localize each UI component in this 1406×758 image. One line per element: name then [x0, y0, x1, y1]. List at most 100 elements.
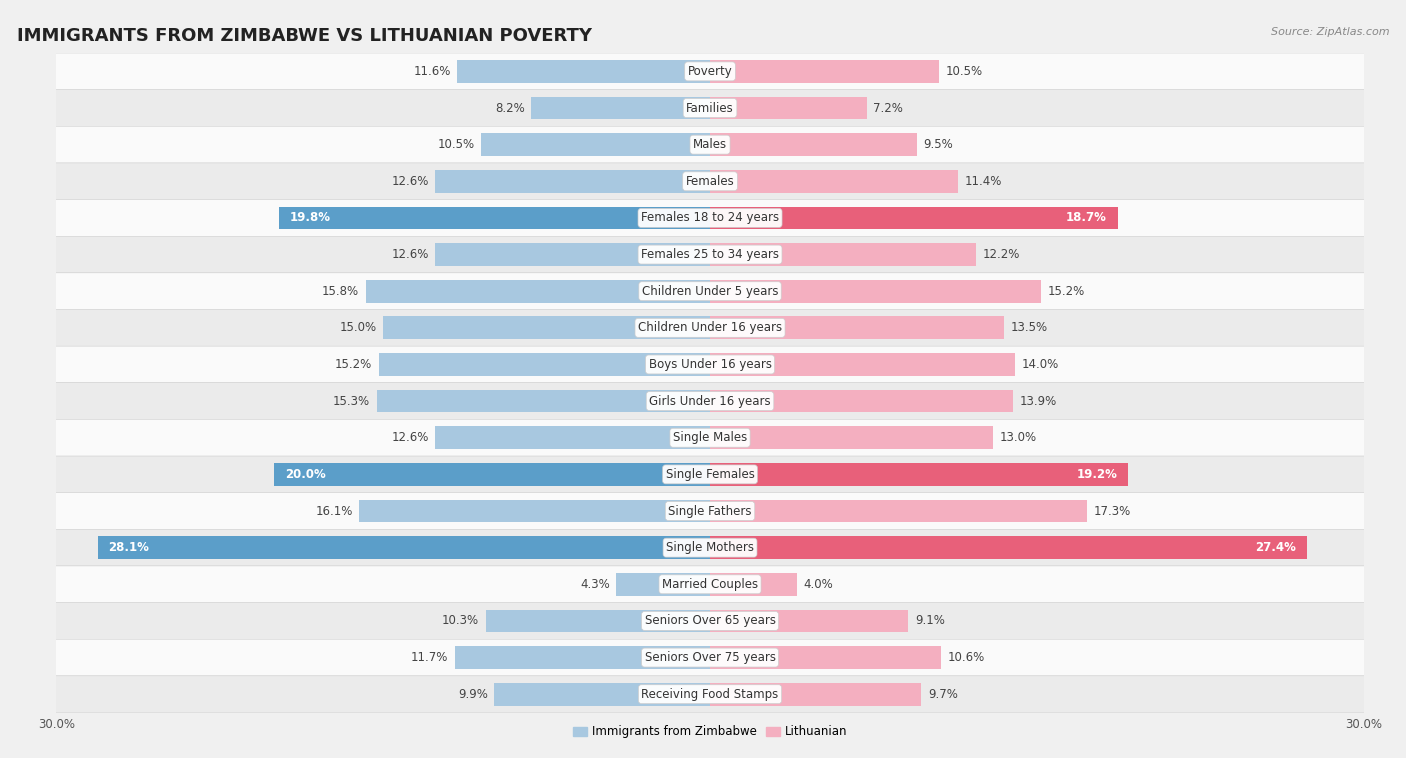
Bar	[97, 537, 710, 559]
Text: Boys Under 16 years: Boys Under 16 years	[648, 358, 772, 371]
Text: 13.0%: 13.0%	[1000, 431, 1038, 444]
Text: 28.1%: 28.1%	[108, 541, 149, 554]
Bar	[710, 427, 993, 449]
Bar	[377, 390, 710, 412]
Text: 15.8%: 15.8%	[322, 285, 359, 298]
Text: Families: Families	[686, 102, 734, 114]
Text: 9.9%: 9.9%	[458, 688, 488, 700]
Bar	[616, 573, 710, 596]
Text: 8.2%: 8.2%	[495, 102, 524, 114]
FancyBboxPatch shape	[13, 456, 1406, 493]
FancyBboxPatch shape	[13, 89, 1406, 127]
Text: Single Females: Single Females	[665, 468, 755, 481]
Text: Poverty: Poverty	[688, 65, 733, 78]
Text: Married Couples: Married Couples	[662, 578, 758, 590]
Text: Females: Females	[686, 175, 734, 188]
Text: 12.6%: 12.6%	[391, 248, 429, 261]
Bar	[710, 683, 921, 706]
FancyBboxPatch shape	[13, 199, 1406, 236]
Text: Source: ZipAtlas.com: Source: ZipAtlas.com	[1271, 27, 1389, 36]
FancyBboxPatch shape	[13, 273, 1406, 309]
Bar	[710, 170, 959, 193]
Bar	[456, 647, 710, 669]
Text: 9.1%: 9.1%	[915, 615, 945, 628]
Bar	[382, 317, 710, 339]
Bar	[457, 60, 710, 83]
Text: 18.7%: 18.7%	[1066, 211, 1107, 224]
Bar	[710, 353, 1015, 376]
FancyBboxPatch shape	[13, 236, 1406, 273]
Bar	[710, 573, 797, 596]
Text: Females 25 to 34 years: Females 25 to 34 years	[641, 248, 779, 261]
Bar	[481, 133, 710, 156]
Bar	[710, 317, 1004, 339]
Text: 16.1%: 16.1%	[315, 505, 353, 518]
Text: 7.2%: 7.2%	[873, 102, 903, 114]
Text: 4.0%: 4.0%	[804, 578, 834, 590]
Bar	[710, 500, 1087, 522]
Text: 17.3%: 17.3%	[1094, 505, 1130, 518]
Bar	[710, 280, 1042, 302]
Bar	[359, 500, 710, 522]
Text: Girls Under 16 years: Girls Under 16 years	[650, 395, 770, 408]
FancyBboxPatch shape	[13, 493, 1406, 529]
Text: 13.9%: 13.9%	[1019, 395, 1057, 408]
Bar	[436, 427, 710, 449]
FancyBboxPatch shape	[13, 419, 1406, 456]
Text: 20.0%: 20.0%	[285, 468, 326, 481]
Bar	[378, 353, 710, 376]
Bar	[278, 207, 710, 229]
Bar	[436, 170, 710, 193]
Text: 9.5%: 9.5%	[924, 138, 953, 151]
Text: Children Under 16 years: Children Under 16 years	[638, 321, 782, 334]
Bar	[710, 390, 1012, 412]
Bar	[710, 243, 976, 266]
Bar	[495, 683, 710, 706]
FancyBboxPatch shape	[13, 676, 1406, 713]
Bar	[274, 463, 710, 486]
Text: 11.6%: 11.6%	[413, 65, 451, 78]
Text: 15.0%: 15.0%	[339, 321, 377, 334]
Bar	[710, 609, 908, 632]
Text: Seniors Over 65 years: Seniors Over 65 years	[644, 615, 776, 628]
Text: 12.6%: 12.6%	[391, 175, 429, 188]
Text: Single Mothers: Single Mothers	[666, 541, 754, 554]
Text: 11.4%: 11.4%	[965, 175, 1002, 188]
Text: Females 18 to 24 years: Females 18 to 24 years	[641, 211, 779, 224]
Text: Single Fathers: Single Fathers	[668, 505, 752, 518]
Text: 15.2%: 15.2%	[1047, 285, 1085, 298]
Text: 27.4%: 27.4%	[1256, 541, 1296, 554]
Text: 4.3%: 4.3%	[581, 578, 610, 590]
Bar	[710, 537, 1308, 559]
FancyBboxPatch shape	[13, 603, 1406, 639]
Bar	[531, 97, 710, 119]
Text: Receiving Food Stamps: Receiving Food Stamps	[641, 688, 779, 700]
Bar	[710, 463, 1129, 486]
FancyBboxPatch shape	[13, 309, 1406, 346]
Bar	[710, 60, 939, 83]
FancyBboxPatch shape	[13, 346, 1406, 383]
Text: 10.6%: 10.6%	[948, 651, 984, 664]
Text: Males: Males	[693, 138, 727, 151]
Bar	[436, 243, 710, 266]
Bar	[366, 280, 710, 302]
FancyBboxPatch shape	[13, 383, 1406, 419]
Text: 19.2%: 19.2%	[1077, 468, 1118, 481]
Text: 15.3%: 15.3%	[333, 395, 370, 408]
Bar	[710, 647, 941, 669]
Text: 12.6%: 12.6%	[391, 431, 429, 444]
Text: Seniors Over 75 years: Seniors Over 75 years	[644, 651, 776, 664]
Text: 10.5%: 10.5%	[437, 138, 475, 151]
Text: Single Males: Single Males	[673, 431, 747, 444]
FancyBboxPatch shape	[13, 529, 1406, 566]
Text: 19.8%: 19.8%	[290, 211, 330, 224]
Text: Children Under 5 years: Children Under 5 years	[641, 285, 779, 298]
Text: IMMIGRANTS FROM ZIMBABWE VS LITHUANIAN POVERTY: IMMIGRANTS FROM ZIMBABWE VS LITHUANIAN P…	[17, 27, 592, 45]
Bar	[710, 207, 1118, 229]
Text: 14.0%: 14.0%	[1022, 358, 1059, 371]
Text: 10.5%: 10.5%	[945, 65, 983, 78]
Bar	[710, 133, 917, 156]
Text: 13.5%: 13.5%	[1011, 321, 1047, 334]
Bar	[485, 609, 710, 632]
Text: 12.2%: 12.2%	[983, 248, 1019, 261]
